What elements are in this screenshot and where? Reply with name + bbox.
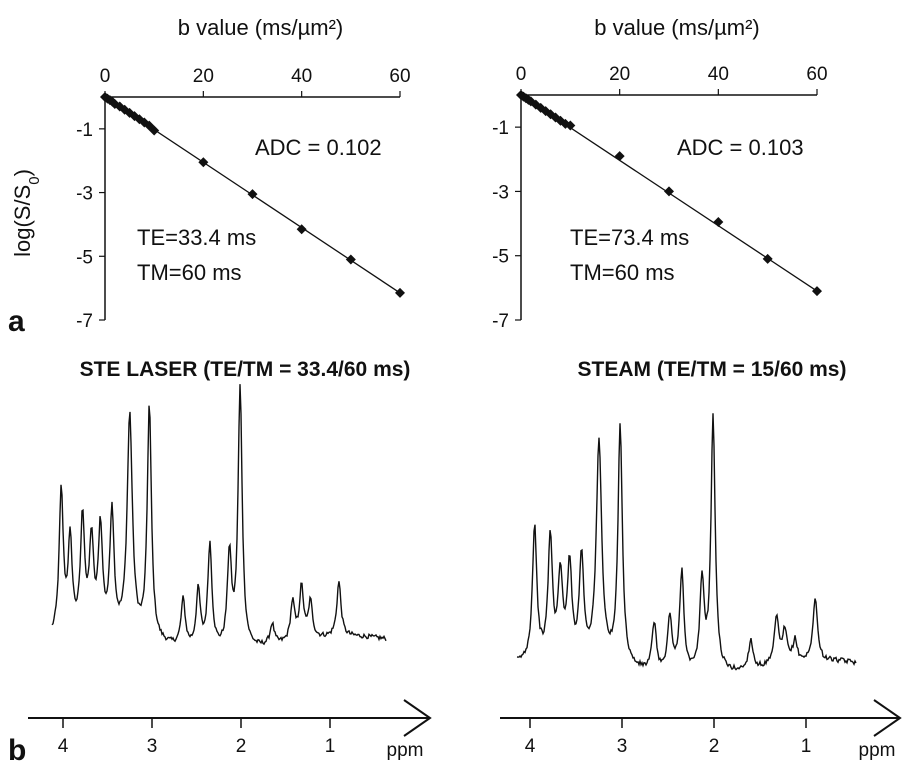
data-point [762,253,773,264]
data-point [565,120,576,131]
data-point [149,125,160,136]
te-annotation: TE=33.4 ms [137,225,256,250]
ppm-tick-label: 2 [236,736,247,757]
ppm-tick-label: 1 [801,736,812,757]
x-tick-label: 40 [291,66,312,87]
adc-chart-2: 0 20 40 60 -1 -3 -5 -7 b value (ms/µm²) ADC = 0.1… [492,15,827,332]
y-tick-label: -5 [76,247,93,268]
y-tick-label: -3 [492,182,509,203]
spectrum-chart-1: STE LASER (TE/TM = 33.4/60 ms) 4 3 2 1 ppm [28,358,432,761]
data-point [119,104,130,115]
spectrum-title: STEAM (TE/TM = 15/60 ms) [578,358,847,381]
ppm-axis-arrow [403,699,432,737]
data-point [198,157,209,168]
ppm-axis-label: ppm [387,740,424,761]
adc-chart-1: 0 20 40 60 -1 -3 -5 -7 b value (ms/µm²) ADC = 0.1… [76,15,410,332]
y-tick-label: -7 [76,311,93,332]
x-tick-label: 40 [708,64,729,85]
data-point [664,186,674,197]
panel-label-a: a [8,305,25,338]
ppm-tick-label: 2 [709,736,720,757]
tm-annotation: TM=60 ms [570,260,675,285]
x-tick-label: 0 [100,66,111,87]
data-point [812,286,822,297]
ppm-tick-label: 4 [58,736,69,757]
x-tick-label: 0 [516,64,527,85]
x-tick-label: 60 [389,66,410,87]
ppm-tick-label: 1 [325,736,336,757]
ppm-tick-label: 3 [147,736,158,757]
adc-annotation: ADC = 0.103 [677,135,804,160]
ppm-tick-label: 3 [617,736,628,757]
y-tick-label: -7 [492,311,509,332]
spectrum-chart-2: STEAM (TE/TM = 15/60 ms) 4 3 2 1 ppm [500,358,902,761]
ppm-axis-arrow [873,699,902,737]
x-tick-label: 60 [806,64,827,85]
tm-annotation: TM=60 ms [137,260,242,285]
y-axis-title: log(S/S0) [10,169,43,257]
ppm-axis-label: ppm [859,740,896,761]
panel-label-b: b [8,734,26,763]
x-tick-label: 20 [193,66,214,87]
data-point [395,287,405,298]
ppm-tick-label: 4 [525,736,536,757]
adc-annotation: ADC = 0.102 [255,135,382,160]
y-tick-label: -1 [492,118,509,139]
x-axis-title: b value (ms/µm²) [594,15,759,40]
data-point [614,151,625,162]
spectrum-title: STE LASER (TE/TM = 33.4/60 ms) [80,358,411,381]
data-point [345,254,356,265]
data-point [247,189,258,200]
x-axis-title: b value (ms/µm²) [178,15,343,40]
y-tick-label: -5 [492,247,509,268]
x-tick-label: 20 [609,64,630,85]
y-tick-label: -3 [76,184,93,205]
spectrum-trace [516,413,857,671]
y-tick-label: -1 [76,120,93,141]
spectrum-trace [51,384,387,646]
data-point [713,216,724,227]
te-annotation: TE=73.4 ms [570,225,689,250]
data-point [144,120,155,131]
data-point [296,224,307,235]
